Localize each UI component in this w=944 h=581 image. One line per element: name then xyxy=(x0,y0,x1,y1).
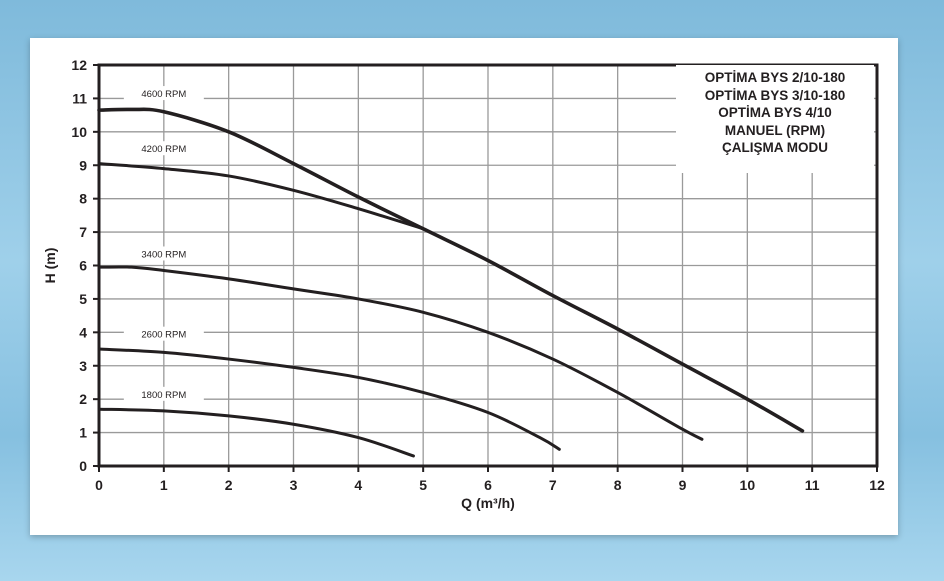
x-tick-label: 11 xyxy=(805,477,820,493)
series-label: 2600 RPM xyxy=(141,330,186,341)
series-label: 1800 RPM xyxy=(141,390,186,401)
x-tick-label: 9 xyxy=(679,477,687,493)
x-axis-label: Q (m³/h) xyxy=(461,495,515,511)
legend-line: ÇALIŞMA MODU xyxy=(722,140,828,155)
x-tick-label: 1 xyxy=(160,477,168,493)
y-tick-label: 6 xyxy=(79,258,87,274)
series-label: 4200 RPM xyxy=(141,144,186,155)
y-tick-label: 12 xyxy=(71,57,87,73)
series-line xyxy=(97,162,425,231)
series-label-bg xyxy=(123,86,204,101)
series-line xyxy=(97,265,704,441)
legend-line: MANUEL (RPM) xyxy=(724,122,826,138)
legend-line: OPTİMA BYS 4/10 xyxy=(718,105,832,120)
series-line xyxy=(97,347,561,451)
x-tick-label: 10 xyxy=(740,477,756,493)
y-tick-label: 2 xyxy=(79,391,87,407)
x-tick-label: 4 xyxy=(354,477,362,493)
x-tick-label: 12 xyxy=(869,477,885,493)
y-tick-label: 3 xyxy=(79,358,87,374)
series-line xyxy=(97,407,415,458)
series-label-bg xyxy=(123,386,204,401)
series-label-bg xyxy=(123,141,204,156)
y-tick-label: 10 xyxy=(71,124,87,140)
series-label-bg xyxy=(123,246,204,261)
y-axis-label: H (m) xyxy=(42,248,58,284)
y-tick-label: 7 xyxy=(79,224,87,240)
legend-line: OPTİMA BYS 2/10-180 xyxy=(704,70,846,85)
y-tick-label: 8 xyxy=(79,191,87,207)
x-tick-label: 2 xyxy=(225,477,233,493)
legend-line: OPTİMA BYS 3/10-180 xyxy=(704,87,846,103)
x-tick-label: 8 xyxy=(614,477,622,493)
y-tick-label: 4 xyxy=(79,324,87,340)
y-tick-label: 1 xyxy=(79,425,87,441)
series-label: 3400 RPM xyxy=(141,249,186,260)
x-tick-label: 3 xyxy=(290,477,298,493)
y-tick-label: 9 xyxy=(79,157,87,173)
x-tick-label: 5 xyxy=(419,477,427,493)
y-tick-label: 11 xyxy=(72,90,87,106)
x-tick-label: 7 xyxy=(549,477,557,493)
legend-box: OPTİMA BYS 2/10-180 OPTİMA BYS 3/10-180 … xyxy=(676,65,874,173)
series-label: 4600 RPM xyxy=(141,89,186,100)
x-tick-label: 0 xyxy=(95,477,103,493)
series-label-bg xyxy=(123,326,204,341)
x-tick-label: 6 xyxy=(484,477,492,493)
y-tick-label: 0 xyxy=(79,458,87,474)
y-tick-label: 5 xyxy=(79,291,87,307)
plot-frame xyxy=(97,63,879,468)
